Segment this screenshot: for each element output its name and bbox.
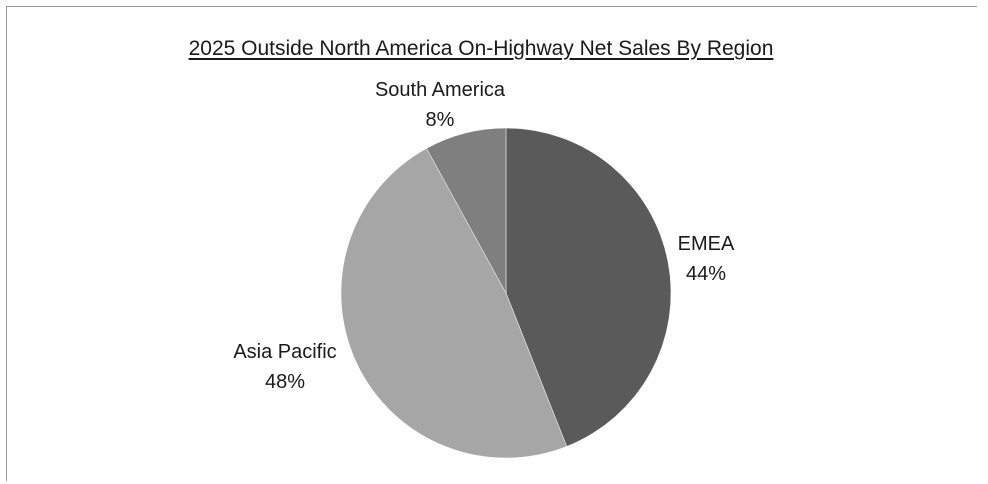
pie-slice-emea [505,127,672,447]
slice-value-emea: 44% [686,263,726,285]
slice-label-asia-pacific: Asia Pacific [233,341,336,363]
slice-label-south-america: South America [375,79,506,101]
slice-label-emea: EMEA [678,233,735,255]
slice-value-south-america: 8% [426,109,455,131]
slice-value-asia-pacific: 48% [265,371,305,393]
pie-slice-south-america [426,127,507,294]
chart-title: 2025 Outside North America On-Highway Ne… [188,37,774,60]
pie-slice-asia-pacific [340,148,568,459]
